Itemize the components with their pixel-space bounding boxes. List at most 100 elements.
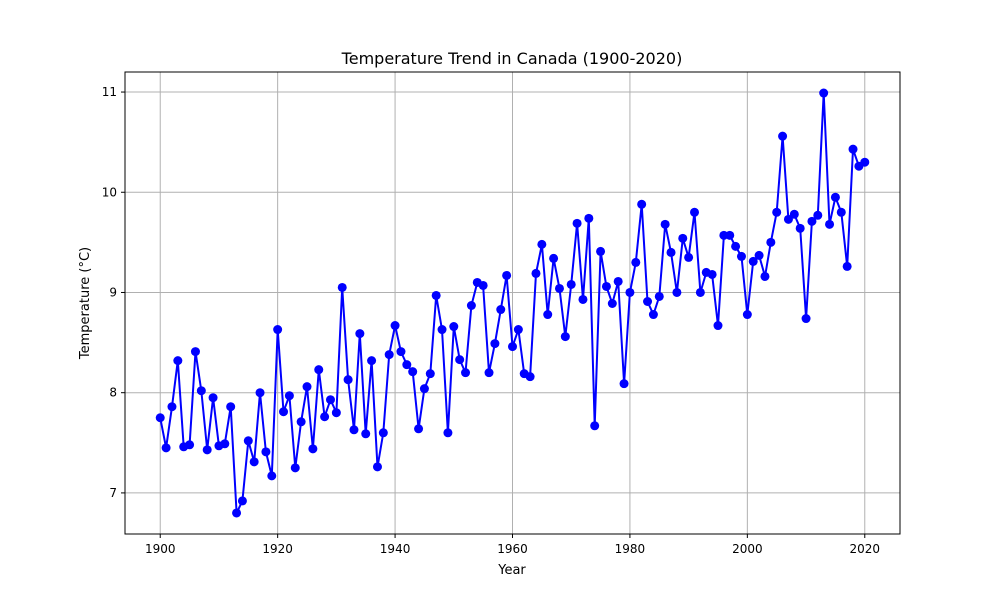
data-point-1964 xyxy=(531,268,541,278)
x-tick-label: 1980 xyxy=(615,542,646,556)
data-point-1903 xyxy=(173,356,183,366)
data-point-1950 xyxy=(449,322,459,332)
data-point-1978 xyxy=(613,276,623,286)
data-point-1976 xyxy=(601,281,611,291)
data-point-1971 xyxy=(572,218,582,228)
data-point-2011 xyxy=(807,216,817,226)
data-point-2004 xyxy=(766,237,776,247)
data-point-2001 xyxy=(748,256,758,266)
data-point-1935 xyxy=(361,429,371,439)
data-point-1920 xyxy=(273,325,283,335)
data-point-1961 xyxy=(513,325,523,335)
x-tick-label: 1940 xyxy=(380,542,411,556)
y-axis: 7 8 9 10 11 xyxy=(102,85,125,500)
data-point-1952 xyxy=(461,368,471,378)
data-point-1998 xyxy=(731,241,741,251)
data-point-1969 xyxy=(560,332,570,342)
y-tick-label: 9 xyxy=(109,285,117,299)
data-point-1977 xyxy=(607,299,617,309)
data-point-1924 xyxy=(296,417,306,427)
data-point-2006 xyxy=(778,131,788,141)
data-point-1941 xyxy=(396,347,406,357)
data-point-1968 xyxy=(554,283,564,293)
data-point-1944 xyxy=(414,424,424,434)
data-point-1947 xyxy=(431,290,441,300)
data-point-1951 xyxy=(455,355,465,365)
data-point-1925 xyxy=(302,382,312,392)
data-point-1902 xyxy=(167,402,177,412)
data-point-1974 xyxy=(590,421,600,431)
data-point-1946 xyxy=(425,369,435,379)
data-point-1994 xyxy=(707,269,717,279)
data-point-1912 xyxy=(226,402,236,412)
data-point-2014 xyxy=(825,219,835,229)
data-point-1957 xyxy=(490,339,500,349)
data-point-1999 xyxy=(736,251,746,261)
data-point-2008 xyxy=(789,209,799,219)
data-point-1958 xyxy=(496,305,506,315)
data-point-1929 xyxy=(325,395,335,405)
data-point-1917 xyxy=(255,388,265,398)
data-point-1926 xyxy=(308,444,318,454)
data-point-1939 xyxy=(384,350,394,360)
data-point-1930 xyxy=(331,408,341,418)
data-point-1919 xyxy=(267,471,277,481)
data-point-2020 xyxy=(860,157,870,167)
x-axis: 1900 1920 1940 1960 1980 2000 2020 xyxy=(145,534,880,556)
data-point-2016 xyxy=(836,207,846,217)
data-point-1937 xyxy=(372,462,382,472)
data-point-1945 xyxy=(419,384,429,394)
y-tick-label: 7 xyxy=(109,486,117,500)
data-point-2010 xyxy=(801,314,811,324)
x-tick-label: 2020 xyxy=(849,542,880,556)
x-axis-label: Year xyxy=(497,563,526,578)
data-point-1973 xyxy=(584,213,594,223)
data-point-1953 xyxy=(466,301,476,311)
data-point-1966 xyxy=(543,310,553,320)
data-point-2009 xyxy=(795,223,805,233)
data-point-1983 xyxy=(643,296,653,306)
y-tick-label: 11 xyxy=(102,85,117,99)
data-point-1997 xyxy=(725,230,735,240)
data-point-1900 xyxy=(155,413,165,423)
data-point-1988 xyxy=(672,287,682,297)
data-point-1989 xyxy=(678,233,688,243)
data-point-1928 xyxy=(320,412,330,422)
y-tick-label: 8 xyxy=(109,386,117,400)
data-point-1984 xyxy=(648,310,658,320)
data-point-1943 xyxy=(408,367,418,377)
data-point-1940 xyxy=(390,321,400,331)
data-point-1956 xyxy=(484,368,494,378)
data-point-1959 xyxy=(502,270,512,280)
data-point-1972 xyxy=(578,294,588,304)
data-point-1914 xyxy=(237,496,247,506)
y-axis-label: Temperature (°C) xyxy=(78,247,93,360)
data-point-1911 xyxy=(220,439,230,449)
data-point-2013 xyxy=(819,88,829,98)
data-point-1901 xyxy=(161,443,171,453)
data-point-1923 xyxy=(290,463,300,473)
data-point-1970 xyxy=(566,279,576,289)
data-point-2018 xyxy=(848,144,858,154)
data-point-1942 xyxy=(402,360,412,370)
data-point-1986 xyxy=(660,219,670,229)
data-point-1963 xyxy=(525,372,535,382)
data-point-1908 xyxy=(202,445,212,455)
data-point-1916 xyxy=(249,457,259,467)
data-point-1948 xyxy=(437,325,447,335)
data-point-1931 xyxy=(337,282,347,292)
data-point-1938 xyxy=(378,428,388,438)
data-point-1991 xyxy=(690,207,700,217)
data-point-1979 xyxy=(619,379,629,389)
data-point-2005 xyxy=(772,207,782,217)
data-point-2000 xyxy=(742,310,752,320)
x-tick-label: 1900 xyxy=(145,542,176,556)
data-point-1965 xyxy=(537,239,547,249)
data-point-1933 xyxy=(349,425,359,435)
data-point-1990 xyxy=(684,252,694,262)
x-tick-label: 1920 xyxy=(262,542,293,556)
x-tick-label: 2000 xyxy=(732,542,763,556)
data-point-1909 xyxy=(208,393,218,403)
data-point-1915 xyxy=(243,436,253,446)
